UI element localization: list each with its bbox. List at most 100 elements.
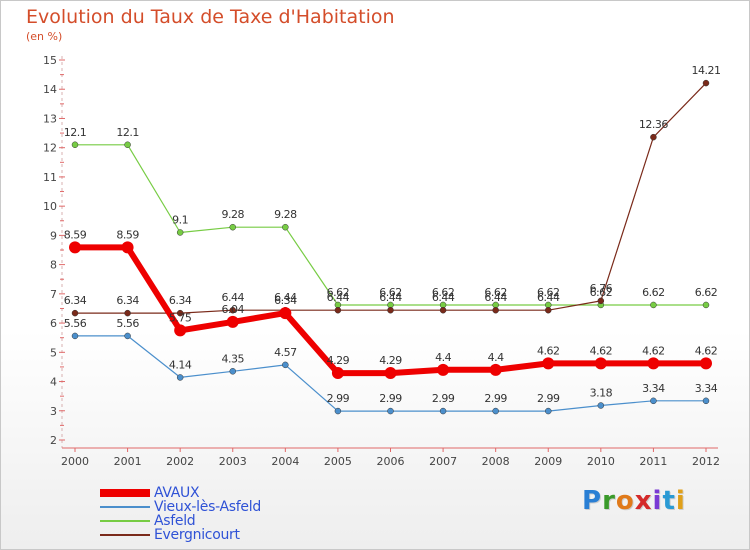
y-tick-label: 8 <box>50 259 57 272</box>
x-tick-label: 2001 <box>114 455 142 468</box>
data-label: 6.44 <box>432 291 455 304</box>
data-label: 6.62 <box>537 286 560 299</box>
data-label: 5.75 <box>169 311 192 324</box>
y-tick-label: 6 <box>50 317 57 330</box>
logo-letter: P <box>582 486 603 516</box>
data-point <box>650 301 657 309</box>
data-label: 12.1 <box>116 126 139 139</box>
data-label: 4.57 <box>274 346 297 359</box>
x-tick-label: 2010 <box>587 455 615 468</box>
data-point <box>229 306 236 314</box>
data-label: 9.28 <box>222 208 245 221</box>
data-point <box>229 223 236 231</box>
logo-letter: o <box>615 486 635 516</box>
data-point <box>282 223 289 231</box>
x-tick-label: 2009 <box>534 455 562 468</box>
proxiti-logo: Proxiti <box>582 486 686 516</box>
data-label: 6.44 <box>327 291 350 304</box>
legend-swatch <box>100 506 150 508</box>
data-label: 4.62 <box>590 344 613 357</box>
legend-label: AVAUX <box>154 485 200 501</box>
legend-label: Evergnicourt <box>154 527 240 543</box>
data-point <box>124 141 131 149</box>
data-label: 3.18 <box>590 387 613 400</box>
data-point <box>121 241 134 254</box>
data-label: 2.99 <box>327 392 350 405</box>
logo-letter: x <box>634 486 653 516</box>
y-tick-label: 13 <box>43 112 57 125</box>
data-point <box>700 357 712 370</box>
data-label: 8.59 <box>116 228 139 241</box>
data-point <box>279 307 292 320</box>
data-label: 6.34 <box>116 294 139 307</box>
data-point <box>702 79 710 87</box>
x-tick-label: 2005 <box>324 455 352 468</box>
data-point <box>71 309 79 317</box>
data-label: 6.62 <box>590 286 613 299</box>
data-label: 2.99 <box>379 392 402 405</box>
logo-letter: i <box>652 486 663 516</box>
data-point <box>387 407 394 415</box>
data-label: 9.28 <box>274 208 297 221</box>
data-point <box>492 306 499 314</box>
data-label: 6.44 <box>222 291 245 304</box>
data-label: 12.36 <box>639 118 668 131</box>
data-point <box>439 407 447 415</box>
data-label: 6.44 <box>537 291 560 304</box>
data-point <box>545 306 552 314</box>
legend-item: AVAUX <box>100 486 261 500</box>
x-tick-label: 2012 <box>692 455 720 468</box>
series-line-3 <box>75 82 707 314</box>
data-label: 4.62 <box>695 344 718 357</box>
logo-letter: i <box>675 486 686 516</box>
data-label: 6.76 <box>590 282 613 295</box>
data-label: 4.4 <box>435 351 451 364</box>
data-label: 6.62 <box>327 286 350 299</box>
data-point <box>387 306 394 314</box>
y-tick-label: 15 <box>43 54 57 67</box>
data-point <box>647 357 660 370</box>
data-label: 6.04 <box>222 303 245 316</box>
logo-letter: t <box>662 486 676 516</box>
x-tick-label: 2006 <box>377 455 405 468</box>
data-label: 2.99 <box>537 392 560 405</box>
data-label: 4.14 <box>169 358 192 371</box>
data-label: 8.59 <box>64 228 87 241</box>
data-label: 3.34 <box>695 382 718 395</box>
data-label: 9.1 <box>172 213 188 226</box>
legend-item: Vieux-lès-Asfeld <box>100 500 261 514</box>
y-tick-label: 10 <box>43 200 57 213</box>
data-point <box>489 363 502 376</box>
data-point <box>650 397 657 405</box>
data-point <box>334 407 342 415</box>
data-label: 4.35 <box>222 352 245 365</box>
x-tick-label: 2004 <box>271 455 299 468</box>
x-tick-label: 2000 <box>61 455 89 468</box>
x-tick-label: 2002 <box>166 455 194 468</box>
data-point <box>282 361 289 369</box>
data-point <box>437 363 450 376</box>
data-point <box>176 374 184 381</box>
data-label: 4.29 <box>327 354 350 367</box>
data-label: 6.62 <box>695 286 718 299</box>
legend-swatch <box>100 520 150 522</box>
data-point <box>226 315 239 328</box>
unit-label: (en %) <box>26 30 63 43</box>
data-point <box>174 324 187 337</box>
y-tick-label: 14 <box>43 83 57 96</box>
data-point <box>334 306 342 314</box>
data-point <box>124 332 131 340</box>
legend-label: Vieux-lès-Asfeld <box>154 499 261 515</box>
legend-label: Asfeld <box>154 513 196 529</box>
data-label: 6.62 <box>642 286 665 299</box>
data-point <box>71 332 79 340</box>
y-tick-label: 9 <box>50 229 57 242</box>
y-tick-label: 7 <box>50 288 57 301</box>
data-label: 4.62 <box>642 344 665 357</box>
x-tick-label: 2003 <box>219 455 247 468</box>
data-label: 14.21 <box>692 64 721 77</box>
data-point <box>545 407 552 415</box>
y-tick-label: 3 <box>50 405 57 418</box>
data-point <box>229 368 236 375</box>
